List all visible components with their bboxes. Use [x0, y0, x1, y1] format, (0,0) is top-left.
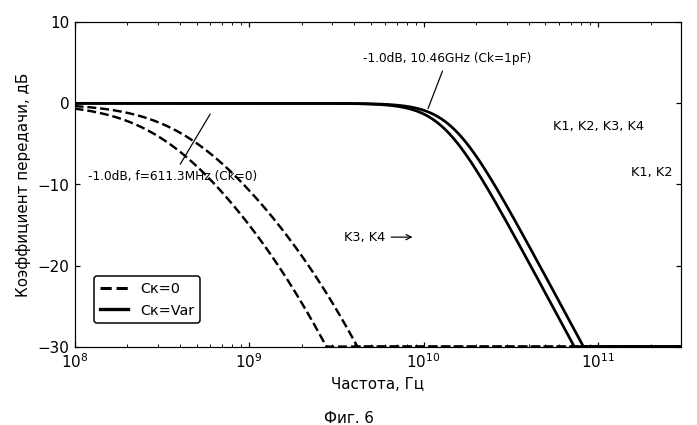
Text: K3, K4: K3, K4: [344, 231, 411, 244]
Y-axis label: Коэффициент передачи, дБ: Коэффициент передачи, дБ: [16, 72, 31, 297]
X-axis label: Частота, Гц: Частота, Гц: [331, 377, 424, 392]
Legend: Cк=0, Cк=Var: Cк=0, Cк=Var: [94, 277, 199, 323]
Text: Фиг. 6: Фиг. 6: [323, 411, 374, 425]
Text: -1.0dB, f=611.3MHz (Ck=0): -1.0dB, f=611.3MHz (Ck=0): [89, 114, 257, 183]
Text: K1, K2, K3, K4: K1, K2, K3, K4: [552, 119, 643, 133]
Text: K1, K2: K1, K2: [631, 166, 672, 179]
Text: -1.0dB, 10.46GHz (Ck=1pF): -1.0dB, 10.46GHz (Ck=1pF): [362, 52, 531, 109]
